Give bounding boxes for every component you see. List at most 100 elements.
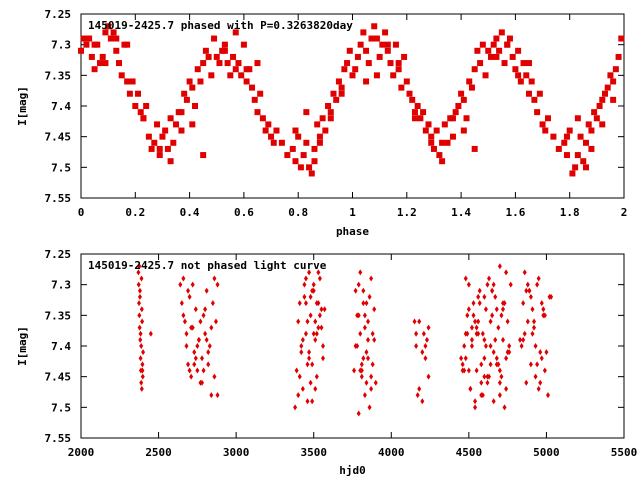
chart-2-data-point [186, 287, 191, 294]
chart-1-data-point [525, 60, 532, 67]
chart-2-data-point [496, 361, 501, 368]
chart-1-data-point [466, 78, 473, 85]
chart-2-data-point [482, 355, 487, 362]
chart-2-data-point [317, 312, 322, 319]
chart-1-data-point [227, 72, 234, 79]
chart-2-data-point [210, 300, 215, 307]
chart-2-data-point [426, 373, 431, 380]
chart-2-data-point [307, 349, 312, 356]
chart-1-data-point [539, 121, 546, 128]
chart-2-data-point [181, 312, 186, 319]
chart-2-data-point [215, 281, 220, 288]
chart-1-data-point [178, 127, 185, 134]
chart-1-data-point [610, 96, 617, 103]
chart-1-data-point [243, 66, 250, 73]
chart-1-data-point [449, 133, 456, 140]
chart-2-data-point [136, 269, 141, 276]
chart-1-data-point [607, 72, 614, 79]
chart-2-data-point [483, 306, 488, 313]
chart-1-data-point [463, 115, 470, 122]
chart-2-data-point [420, 349, 425, 356]
chart-1-data-point [189, 121, 196, 128]
chart-1-data-point [509, 53, 516, 60]
chart-1-data-point [243, 78, 250, 85]
chart-2-x-tick-label: 4000 [378, 446, 405, 459]
chart-2-data-point [524, 379, 529, 386]
chart-2-data-point [469, 324, 474, 331]
chart-2-data-point [505, 349, 510, 356]
chart-2-data-point [500, 300, 505, 307]
chart-2-data-point [201, 367, 206, 374]
chart-2-data-point [313, 336, 318, 343]
chart-2-data-point [196, 336, 201, 343]
chart-1-data-point [316, 139, 323, 146]
chart-1-data-point [292, 127, 299, 134]
chart-2-data-point [359, 373, 364, 380]
chart-1-data-point [580, 158, 587, 165]
chart-1-data-point [582, 139, 589, 146]
chart-2-data-point [296, 392, 301, 399]
chart-2-data-point [138, 336, 143, 343]
chart-2-data-point [204, 336, 209, 343]
chart-2-data-point [462, 367, 467, 374]
chart-2-data-point [213, 318, 218, 325]
chart-1-data-point [289, 145, 296, 152]
chart-2-data-point [521, 300, 526, 307]
chart-2-data-point [482, 373, 487, 380]
chart-1-data-point [221, 41, 228, 48]
chart-1-data-point [493, 35, 500, 42]
chart-2-data-point [190, 281, 195, 288]
chart-1-data-point [354, 53, 361, 60]
chart-1-data-point [202, 47, 209, 54]
chart-1-x-tick-label: 1.6 [505, 206, 525, 219]
chart-1-data-point [145, 133, 152, 140]
chart-2-data-point [310, 287, 315, 294]
chart-2-data-point [471, 300, 476, 307]
chart-2-data-point [140, 318, 145, 325]
chart-2-data-point [187, 293, 192, 300]
chart-1-data-point [211, 35, 218, 42]
chart-1-data-point [525, 90, 532, 97]
chart-2-data-point [293, 404, 298, 411]
chart-2-data-point [362, 312, 367, 319]
chart-1-data-point [344, 60, 351, 67]
chart-1-data-point [330, 90, 337, 97]
chart-2-y-tick-label: 7.25 [45, 248, 72, 261]
chart-2-x-tick-label: 2000 [68, 446, 95, 459]
chart-2-data-point [139, 385, 144, 392]
chart-1-data-point [561, 139, 568, 146]
chart-2-data-point [528, 361, 533, 368]
chart-1-data-point [230, 53, 237, 60]
chart-1-data-point [314, 121, 321, 128]
chart-1-data-point [615, 53, 622, 60]
chart-1-data-point [137, 109, 144, 116]
chart-1-y-tick-label: 7.45 [45, 131, 72, 144]
chart-2-data-point [361, 287, 366, 294]
chart-2-data-point [483, 343, 488, 349]
chart-1-y-tick-label: 7.25 [45, 8, 72, 21]
chart-1-data-point [363, 47, 370, 54]
chart-2-data-point [308, 293, 313, 300]
chart-1-data-point [582, 164, 589, 171]
chart-1-data-point [186, 78, 193, 85]
chart-1-x-tick-label: 0 [78, 206, 85, 219]
chart-1-data-point [170, 139, 177, 146]
chart-2-data-point [372, 336, 377, 343]
chart-1-data-point [325, 103, 332, 109]
chart-2-data-point [316, 269, 321, 276]
chart-1-x-tick-label: 0.6 [234, 206, 254, 219]
chart-1-data-point [148, 145, 155, 152]
chart-1-data-point [292, 158, 299, 165]
chart-2-data-point [182, 318, 187, 325]
chart-1-data-point [159, 133, 166, 140]
chart-1-data-point [265, 121, 272, 128]
chart-1-data-point [270, 139, 277, 146]
chart-2-data-point [140, 367, 145, 374]
chart-2-data-point [485, 379, 490, 386]
chart-2-data-point [179, 300, 184, 307]
chart-2-data-point [420, 398, 425, 405]
chart-1-data-point [409, 96, 416, 103]
chart-2-data-point [358, 367, 363, 374]
chart-2-data-point [300, 336, 305, 343]
chart-2-data-point [353, 287, 358, 294]
